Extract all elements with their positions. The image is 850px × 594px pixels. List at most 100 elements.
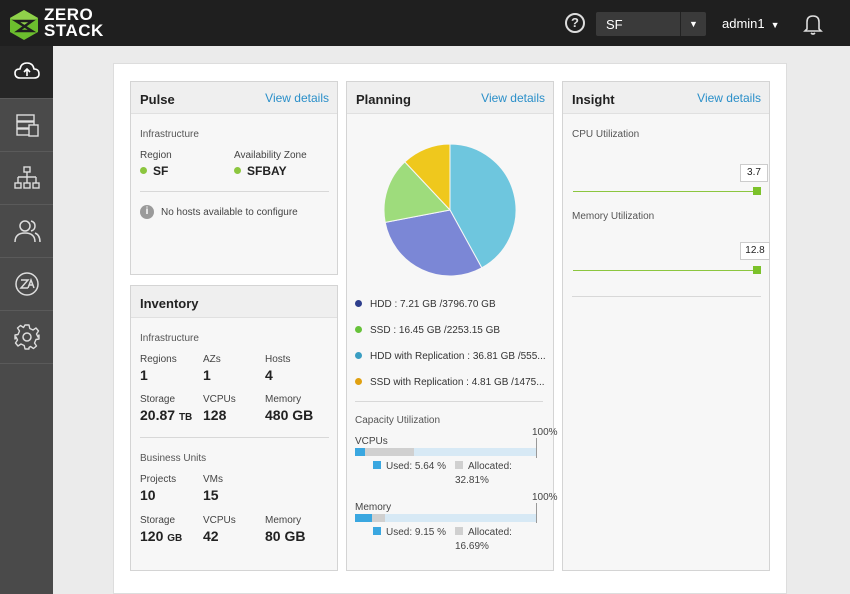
pulse-card-header: Pulse View details (131, 82, 337, 114)
pulse-az-value: SFBAY (234, 164, 287, 178)
insight-title: Insight (572, 92, 615, 107)
vcpus-capacity-bar (355, 448, 536, 456)
memory-capacity-max: 100% (532, 492, 558, 503)
memory-utilization-label: Memory Utilization (572, 211, 655, 222)
memory-allocated-value: 16.69% (455, 541, 489, 552)
legend-item: HDD : 7.21 GB /3796.70 GB (355, 299, 496, 310)
dashboard-panel: Pulse View details Infrastructure Region… (113, 63, 787, 594)
vcpus-allocated-fill (355, 448, 415, 456)
vcpus-capacity-label: VCPUs (355, 436, 388, 447)
zerostack-logo[interactable]: ZERO STACK (8, 6, 118, 42)
sidebar-item-infrastructure[interactable] (0, 99, 53, 152)
legend-text: SSD : 16.45 GB /2253.15 GB (370, 325, 501, 336)
divider (140, 437, 329, 438)
hosts-label: Hosts (265, 354, 291, 365)
pie-slice-ssd[interactable] (383, 161, 451, 223)
sidebar-item-settings[interactable] (0, 311, 53, 364)
sidebar (0, 46, 53, 594)
memory-alloc-text: Allocated: (468, 527, 512, 538)
top-bar: ZERO STACK ? SF ▼ admin1 ▼ (0, 0, 850, 46)
memory-used-legend: Used: 9.15 % (373, 527, 446, 538)
pulse-az-label: Availability Zone (234, 150, 307, 161)
cpu-utilization-label: CPU Utilization (572, 129, 640, 140)
storage-label: Storage (140, 394, 176, 405)
pulse-info-text: No hosts available to configure (161, 207, 298, 218)
legend-text: HDD : 7.21 GB /3796.70 GB (370, 299, 496, 310)
cpu-utilization-track (573, 191, 757, 192)
memory-used-fill (355, 514, 372, 522)
vcpus-value: 128 (203, 407, 227, 423)
legend-item: HDD with Replication : 36.81 GB /555... (355, 351, 546, 362)
status-dot (140, 167, 147, 174)
pulse-region-label: Region (140, 150, 172, 161)
chevron-down-icon: ▼ (680, 12, 706, 36)
question-circle-icon[interactable]: ? (565, 13, 585, 33)
pulse-view-details-link[interactable]: View details (265, 91, 329, 105)
projects-label: Projects (140, 474, 177, 485)
planning-title: Planning (356, 92, 411, 107)
bu-memory-value: 80 GB (265, 528, 306, 544)
cloud-upload-icon (13, 62, 40, 79)
cpu-utilization-marker (753, 187, 761, 195)
vcpus-allocated-legend: Allocated: (455, 461, 512, 472)
legend-dot (355, 300, 362, 307)
vcpus-used-text: Used: 5.64 % (386, 461, 447, 472)
vcpus-alloc-text: Allocated: (468, 461, 512, 472)
inventory-card-header: Inventory (131, 286, 337, 318)
pulse-az-text: SFBAY (247, 164, 287, 178)
memory-used-text: Used: 9.15 % (386, 527, 447, 538)
vcpus-capacity-max: 100% (532, 427, 558, 438)
network-icon (13, 166, 40, 189)
memory-capacity-bar (355, 514, 536, 522)
allocated-swatch (455, 461, 463, 469)
region-select[interactable]: SF ▼ (596, 12, 706, 36)
pulse-region-text: SF (153, 164, 169, 178)
regions-label: Regions (140, 354, 177, 365)
chevron-down-icon: ▼ (770, 20, 780, 30)
inventory-infrastructure-heading: Infrastructure (140, 333, 199, 344)
divider (355, 401, 543, 402)
inventory-card: Inventory Infrastructure Regions 1 AZs 1… (130, 285, 338, 571)
divider (140, 191, 329, 192)
vms-label: VMs (203, 474, 223, 485)
sidebar-item-dashboard[interactable] (0, 46, 53, 99)
pie-slice-hdd-with-replication[interactable] (449, 143, 517, 269)
pulse-region-value: SF (140, 164, 168, 178)
hosts-value: 4 (265, 367, 273, 383)
insight-card: Insight View details CPU Utilization 3.7… (562, 81, 770, 571)
used-swatch (373, 527, 381, 535)
user-menu[interactable]: admin1 ▼ (722, 16, 780, 31)
pie-slice-ssd-with-replication[interactable] (404, 143, 451, 212)
gear-icon (13, 324, 40, 350)
capacity-max-tick (536, 438, 537, 458)
allocated-swatch (455, 527, 463, 535)
sidebar-item-users[interactable] (0, 205, 53, 258)
storage-number: 20.87 (140, 407, 176, 423)
bu-storage-unit: GB (167, 533, 183, 544)
planning-card: Planning View details HDD : 7.21 GB /379… (346, 81, 558, 571)
legend-dot (355, 352, 362, 359)
pie-slice-hdd[interactable] (384, 209, 483, 277)
status-dot (234, 167, 241, 174)
used-swatch (373, 461, 381, 469)
business-units-heading: Business Units (140, 453, 207, 464)
logo-line-1: ZERO (44, 5, 94, 24)
projects-value: 10 (140, 487, 156, 503)
legend-dot (355, 326, 362, 333)
sidebar-item-zerostack-az[interactable] (0, 258, 53, 311)
memory-label: Memory (265, 394, 302, 405)
insight-view-details-link[interactable]: View details (697, 91, 761, 105)
bu-vcpus-label: VCPUs (203, 515, 236, 526)
memory-capacity-label: Memory (355, 502, 392, 513)
memory-allocated-legend: Allocated: (455, 527, 512, 538)
zone-az-icon (14, 272, 39, 296)
bu-memory-label: Memory (265, 515, 302, 526)
vcpus-used-fill (355, 448, 366, 456)
storage-pie-chart (383, 143, 517, 277)
storage-unit: TB (178, 412, 193, 423)
planning-view-details-link[interactable]: View details (481, 91, 545, 105)
zerostack-logo-mark (10, 10, 38, 40)
sidebar-item-network[interactable] (0, 152, 53, 205)
pulse-title: Pulse (140, 92, 175, 107)
bell-icon[interactable] (803, 12, 823, 36)
